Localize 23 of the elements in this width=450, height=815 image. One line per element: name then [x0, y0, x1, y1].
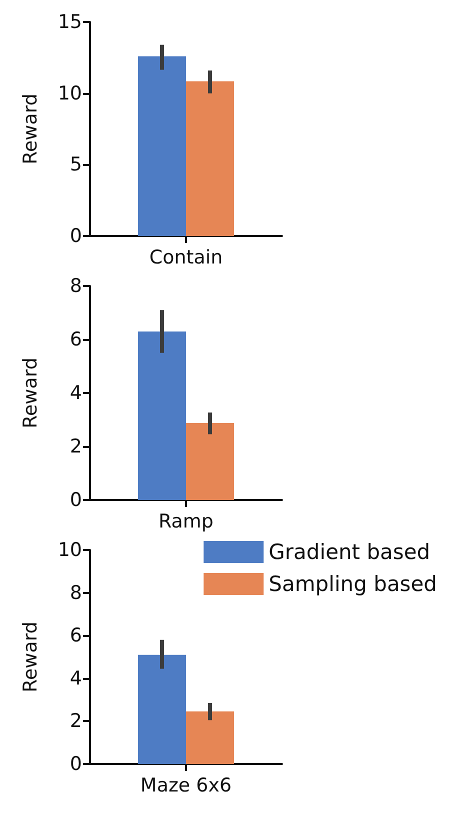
- legend-label: Sampling based: [268, 572, 437, 596]
- y-tick-label: 0: [70, 489, 82, 511]
- y-tick-label: 2: [70, 436, 82, 458]
- y-tick-label: 10: [58, 82, 82, 104]
- y-tick-label: 10: [58, 539, 82, 561]
- y-tick-label: 5: [70, 154, 82, 176]
- y-axis-title: Reward: [20, 622, 42, 692]
- y-tick-label: 0: [70, 753, 82, 775]
- y-tick-label: 15: [58, 11, 82, 33]
- y-axis-title: Reward: [20, 358, 42, 428]
- y-tick-label: 6: [70, 328, 82, 350]
- y-tick-label: 8: [70, 275, 82, 297]
- y-axis-title: Reward: [20, 94, 42, 164]
- x-tick-label: Maze 6x6: [140, 774, 232, 796]
- y-tick-label: 2: [70, 710, 82, 732]
- y-tick-label: 6: [70, 624, 82, 647]
- y-tick-label: 4: [70, 382, 82, 404]
- y-tick-label: 0: [70, 225, 82, 247]
- y-tick-label: 8: [70, 582, 82, 604]
- x-tick-label: Contain: [149, 246, 223, 268]
- x-tick-label: Ramp: [158, 510, 214, 532]
- legend-label: Gradient based: [268, 540, 430, 564]
- y-tick-label: 4: [70, 667, 82, 690]
